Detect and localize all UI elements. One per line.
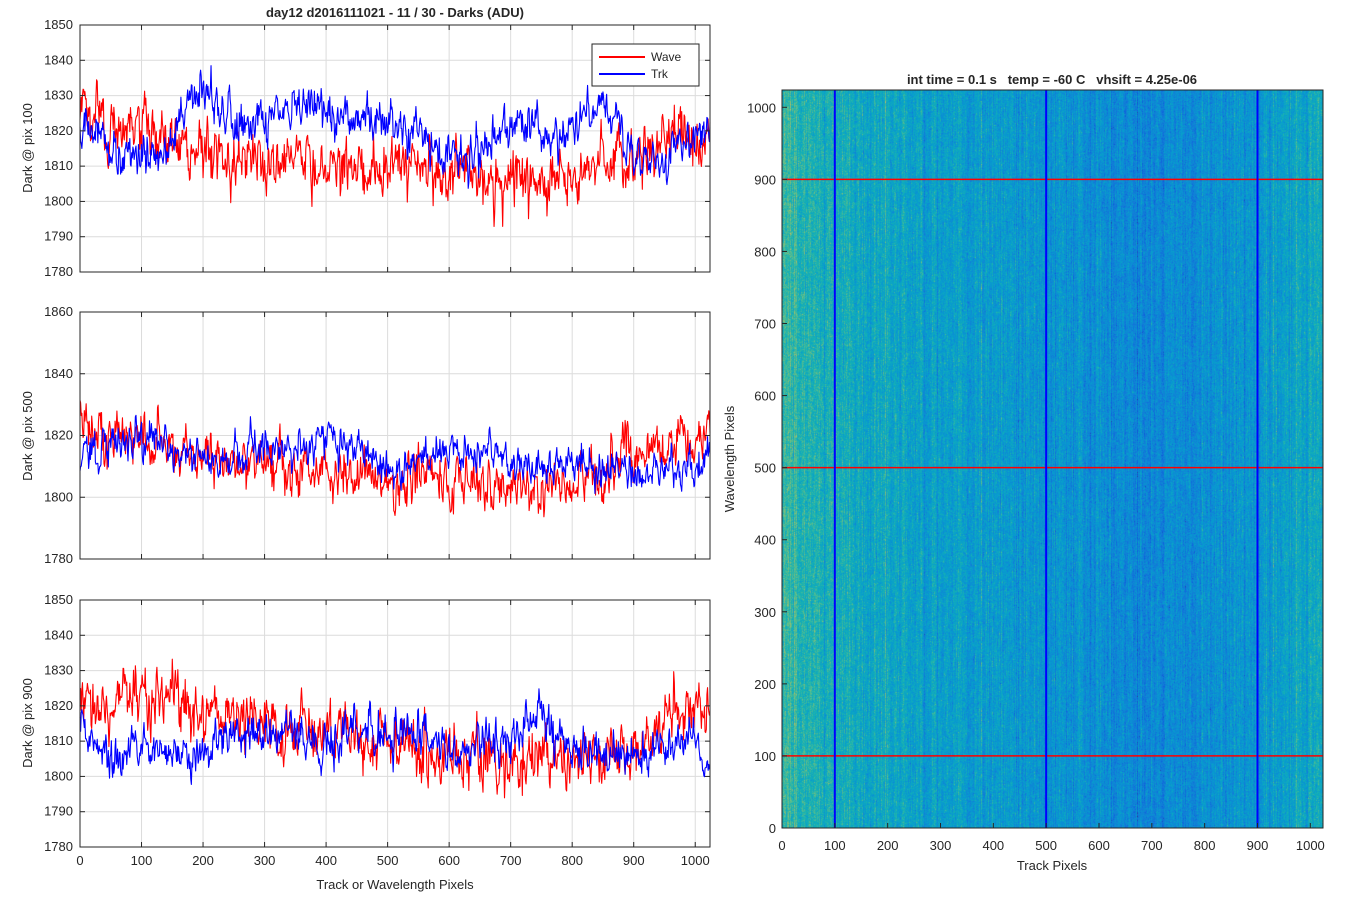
xtick-label: 800 [561, 853, 583, 868]
heatmap-ytick-label: 600 [754, 389, 776, 404]
heatmap-xtick-label: 200 [877, 838, 899, 853]
heatmap-xtick-label: 600 [1088, 838, 1110, 853]
heatmap-xtick-label: 500 [1035, 838, 1057, 853]
ytick-label: 1820 [44, 698, 73, 713]
heatmap-ytick-label: 200 [754, 677, 776, 692]
figure-title: day12 d2016111021 - 11 / 30 - Darks (ADU… [266, 5, 524, 20]
xtick-label: 0 [76, 853, 83, 868]
ytick-label: 1800 [44, 768, 73, 783]
heatmap-ytick-label: 0 [769, 821, 776, 836]
xtick-label: 700 [500, 853, 522, 868]
subplot-3-ylabel: Dark @ pix 900 [20, 678, 35, 768]
heatmap-ticks: 0 100 200 300 400 500 600 700 800 900 1000 0 100 200 3… [747, 100, 1325, 853]
heatmap-ytick-label: 300 [754, 605, 776, 620]
heatmap-xtick-label: 1000 [1296, 838, 1325, 853]
heatmap-ytick-label: 800 [754, 244, 776, 259]
series-line-wave [79, 79, 711, 228]
heatmap-title: int time = 0.1 s temp = -60 C vhsift = 4… [907, 72, 1197, 87]
ytick-label: 1860 [44, 304, 73, 319]
heatmap-xlabel: Track Pixels [1017, 858, 1088, 873]
heatmap-xtick-label: 800 [1194, 838, 1216, 853]
ytick-label: 1780 [44, 264, 73, 279]
heatmap-xtick-label: 700 [1141, 838, 1163, 853]
legend-box [591, 43, 700, 87]
ytick-label: 1840 [44, 627, 73, 642]
heatmap-panel: int time = 0.1 s temp = -60 C vhsift = 4… [722, 72, 1325, 873]
subplot-3-series [79, 658, 711, 799]
xtick-label: 500 [377, 853, 399, 868]
xtick-label: 900 [623, 853, 645, 868]
heatmap-ytick-label: 100 [754, 749, 776, 764]
heatmap-ytick-label: 400 [754, 533, 776, 548]
heatmap-ytick-label: 700 [754, 317, 776, 332]
xtick-label: 1000 [681, 853, 710, 868]
ytick-label: 1840 [44, 52, 73, 67]
heatmap-xtick-label: 0 [778, 838, 785, 853]
heatmap-ylabel: Wavelength Pixels [722, 405, 737, 512]
series-line-wave [79, 400, 711, 518]
ytick-label: 1850 [44, 17, 73, 32]
subplot-pix-900: 1780 1790 1800 1810 1820 1830 1840 1850 0 100 200 3… [20, 592, 711, 892]
heatmap-xtick-label: 300 [930, 838, 952, 853]
heatmap-xtick-label: 400 [982, 838, 1004, 853]
ytick-label: 1790 [44, 804, 73, 819]
subplot-pix-500: 1780 1800 1820 1840 1860 Dark @ pix 500 [20, 304, 711, 566]
subplot-2-ylabel: Dark @ pix 500 [20, 391, 35, 481]
heatmap-ytick-label: 900 [754, 172, 776, 187]
subplot-3-axes-frame [79, 599, 711, 848]
ytick-label: 1800 [44, 193, 73, 208]
subplot-pix-100: 1780 1790 1800 1810 1820 1830 1840 1850 Dark @ … [20, 17, 711, 279]
subplot-1-ylabel: Dark @ pix 100 [20, 103, 35, 193]
legend: Wave Trk [591, 43, 700, 87]
subplot-1-series [79, 65, 711, 228]
series-line-trk [79, 688, 711, 785]
legend-trk-label: Trk [651, 67, 669, 81]
series-line-wave [79, 658, 711, 799]
ytick-label: 1820 [44, 123, 73, 138]
xtick-label: 200 [192, 853, 214, 868]
ytick-label: 1830 [44, 88, 73, 103]
ytick-label: 1850 [44, 592, 73, 607]
ytick-label: 1800 [44, 489, 73, 504]
heatmap-ytick-label: 500 [754, 461, 776, 476]
heatmap-image-holder [782, 90, 1323, 828]
ytick-label: 1790 [44, 229, 73, 244]
ytick-label: 1780 [44, 839, 73, 854]
heatmap-xtick-label: 100 [824, 838, 846, 853]
ytick-label: 1820 [44, 428, 73, 443]
xtick-label: 300 [254, 853, 276, 868]
xtick-label: 600 [438, 853, 460, 868]
subplot-2-ticks: 1780 1800 1820 1840 1860 [44, 304, 710, 566]
ytick-label: 1840 [44, 366, 73, 381]
heatmap-marker-lines [782, 90, 1323, 828]
subplot-1-axes-frame [79, 24, 711, 273]
subplot-2-series [79, 400, 711, 518]
series-line-trk [79, 414, 711, 495]
subplot-3-ticks: 1780 1790 1800 1810 1820 1830 1840 1850 0 100 200 3… [44, 592, 710, 868]
heatmap-axes-frame [781, 89, 1324, 829]
xtick-label: 400 [315, 853, 337, 868]
ytick-label: 1780 [44, 551, 73, 566]
ytick-label: 1810 [44, 733, 73, 748]
subplot-3-xlabel: Track or Wavelength Pixels [316, 877, 474, 892]
legend-wave-label: Wave [651, 50, 682, 64]
ytick-label: 1810 [44, 158, 73, 173]
subplot-1-ticks: 1780 1790 1800 1810 1820 1830 1840 1850 [44, 17, 710, 279]
heatmap-xtick-label: 900 [1247, 838, 1269, 853]
ytick-label: 1830 [44, 663, 73, 678]
xtick-label: 100 [131, 853, 153, 868]
series-line-trk [79, 65, 711, 189]
heatmap-image [782, 90, 1323, 828]
subplot-2-grid [79, 311, 710, 560]
heatmap-ytick-label: 1000 [747, 100, 776, 115]
